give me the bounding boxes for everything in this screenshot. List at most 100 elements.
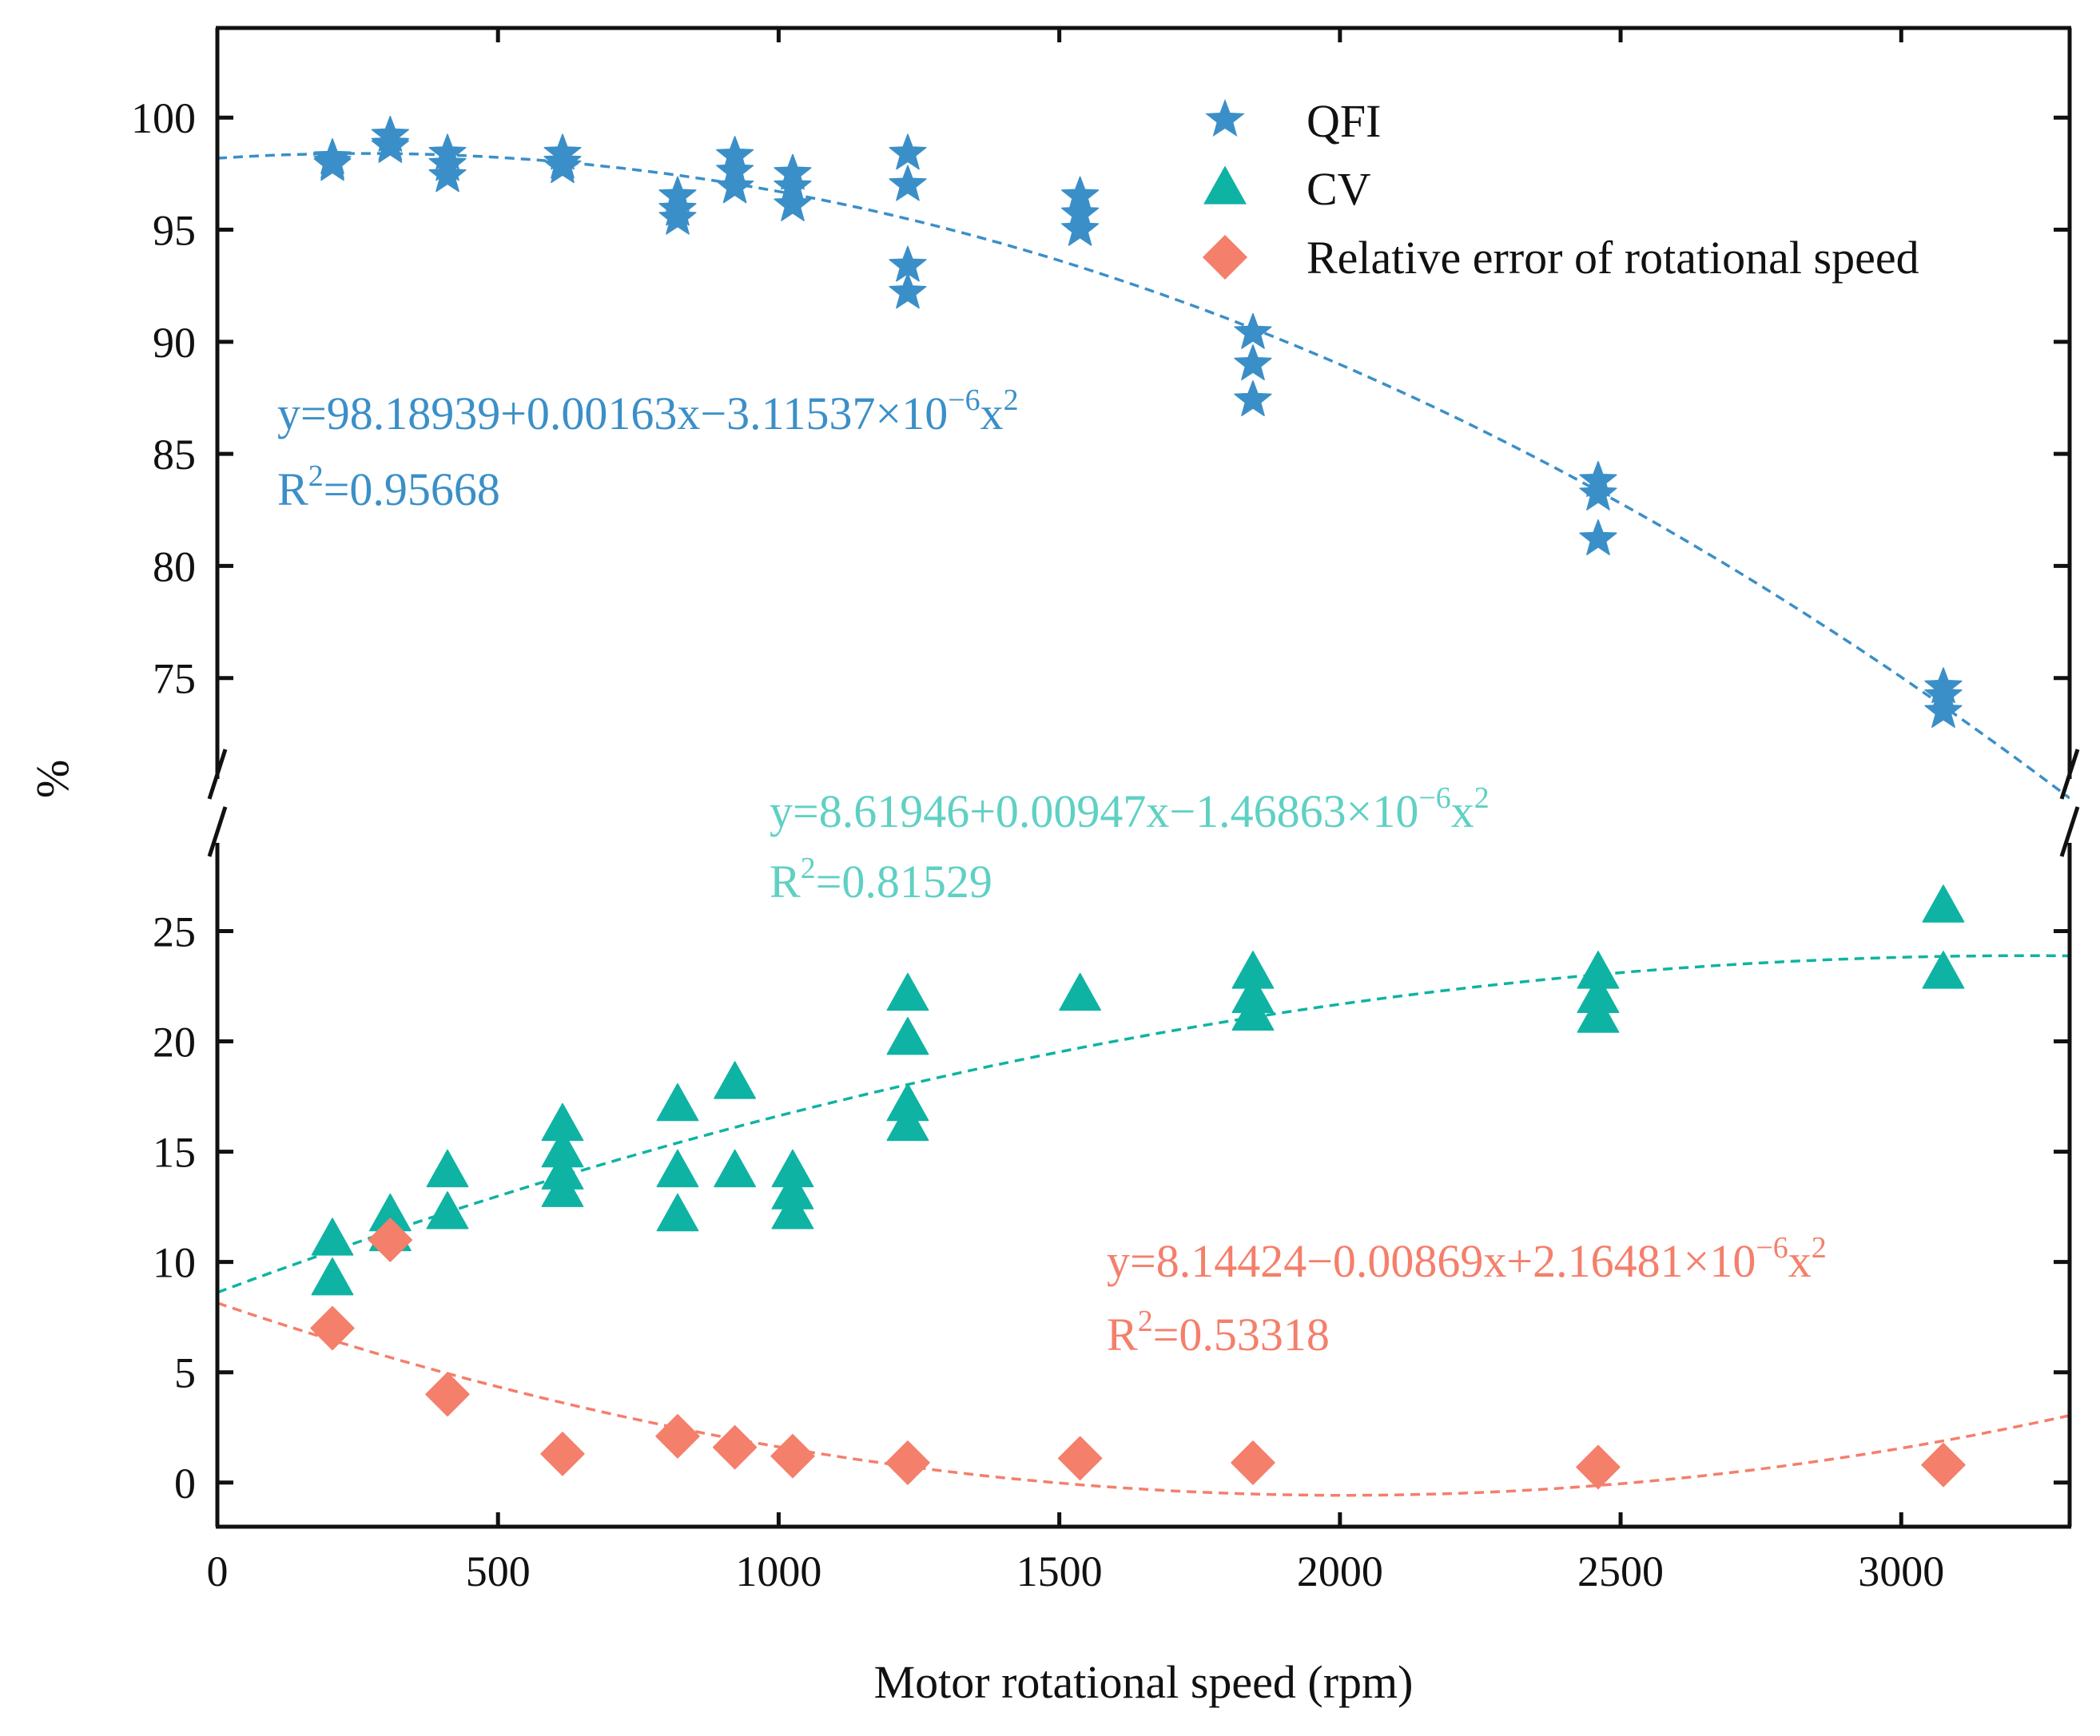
r-squared-relative-error: R2=0.53318 — [1107, 1305, 1330, 1361]
point-relative-error — [310, 1305, 355, 1351]
point-cv — [886, 1017, 929, 1055]
point-cv — [311, 1218, 354, 1256]
x-axis-label: Motor rotational speed (rpm) — [874, 1656, 1414, 1708]
fit-curves — [217, 152, 2070, 1497]
y-tick-label: 100 — [131, 94, 196, 142]
axis-break-left-1 — [207, 749, 228, 800]
point-cv — [1059, 972, 1102, 1011]
point-cv — [1922, 951, 1965, 989]
axis-ticks: 0 500 1000 1500 2000 2500 30007580859095100051… — [131, 28, 2070, 1595]
y-tick-label: 80 — [153, 542, 196, 590]
x-tick-label: 500 — [466, 1547, 531, 1595]
y-tick-label: 90 — [153, 319, 196, 367]
y-tick-label: 10 — [153, 1239, 196, 1287]
point-qfi — [1924, 692, 1963, 728]
equation-cv: y=8.61946+0.00947x−1.46863×10−6x2 — [770, 781, 1489, 837]
point-qfi — [889, 165, 927, 201]
point-cv — [1577, 995, 1620, 1033]
point-qfi — [1061, 209, 1100, 246]
plot-frame — [215, 26, 2072, 1529]
point-qfi — [658, 198, 697, 235]
y-tick-label: 5 — [174, 1349, 196, 1397]
y-tick-label: 0 — [174, 1460, 196, 1508]
point-qfi — [313, 142, 352, 179]
y-tick-label: 15 — [153, 1129, 196, 1177]
point-relative-error — [1576, 1444, 1621, 1490]
point-cv — [1231, 992, 1275, 1031]
point-relative-error — [655, 1414, 700, 1459]
x-tick-label: 3000 — [1858, 1547, 1944, 1595]
data-markers — [310, 115, 1966, 1490]
legend-label-cv: CV — [1307, 163, 1371, 215]
point-cv — [426, 1191, 469, 1230]
point-cv — [656, 1083, 699, 1122]
fit-curve-qfi — [217, 152, 2070, 800]
x-tick-label: 2500 — [1577, 1547, 1664, 1595]
legend-marker-relative-error — [1202, 234, 1248, 280]
point-cv — [541, 1169, 584, 1207]
point-qfi — [1579, 474, 1617, 510]
point-qfi — [1234, 344, 1272, 381]
point-qfi — [716, 167, 754, 204]
x-tick-label: 2000 — [1297, 1547, 1383, 1595]
point-cv — [656, 1193, 699, 1232]
point-qfi — [774, 185, 812, 221]
fit-curve-relative-error — [217, 1301, 2070, 1497]
point-qfi — [889, 133, 927, 170]
legend-marker-qfi — [1205, 98, 1245, 137]
annotation-relative-error: y=8.14424−0.00869x+2.16481×10−6x2 R2=0.5… — [1107, 1231, 1827, 1361]
point-qfi — [1234, 380, 1272, 416]
y-tick-label: 95 — [153, 207, 196, 255]
axis-break-right-2 — [2059, 806, 2080, 857]
point-cv — [714, 1149, 757, 1188]
axis-break-marks — [207, 749, 2080, 857]
point-relative-error — [425, 1372, 470, 1417]
legend-markers — [1202, 98, 1248, 280]
point-cv — [426, 1149, 469, 1188]
y-tick-label: 25 — [153, 908, 196, 955]
legend-marker-cv — [1203, 165, 1247, 205]
point-cv — [886, 972, 929, 1011]
r-squared-qfi: R2=0.95668 — [277, 459, 500, 515]
point-relative-error — [712, 1424, 758, 1470]
legend: QFI CV Relative error of rotational spee… — [1202, 95, 1919, 284]
point-qfi — [889, 272, 927, 309]
y-axis-label: % — [26, 760, 78, 798]
point-cv — [311, 1257, 354, 1296]
x-tick-label: 0 — [207, 1547, 229, 1595]
point-relative-error — [885, 1440, 930, 1485]
x-tick-label: 1000 — [735, 1547, 821, 1595]
point-relative-error — [1231, 1440, 1275, 1485]
y-tick-label: 75 — [153, 655, 196, 703]
point-relative-error — [368, 1218, 413, 1262]
r-squared-cv: R2=0.81529 — [770, 852, 992, 908]
point-relative-error — [1921, 1442, 1966, 1488]
point-qfi — [1579, 519, 1617, 555]
point-relative-error — [1057, 1436, 1103, 1481]
point-qfi — [428, 156, 467, 193]
point-cv — [1922, 884, 1965, 923]
y-tick-label: 20 — [153, 1019, 196, 1067]
y-tick-label: 85 — [153, 431, 196, 479]
point-cv — [771, 1191, 814, 1230]
point-relative-error — [770, 1433, 815, 1479]
point-cv — [886, 1102, 929, 1142]
equation-qfi: y=98.18939+0.00163x−3.11537×10−6x2 — [277, 383, 1019, 439]
point-cv — [656, 1149, 699, 1188]
point-cv — [714, 1061, 757, 1099]
point-qfi — [543, 147, 582, 184]
annotation-qfi: y=98.18939+0.00163x−3.11537×10−6x2 R2=0.… — [277, 383, 1019, 515]
legend-label-qfi: QFI — [1307, 95, 1381, 147]
x-tick-label: 1500 — [1016, 1547, 1103, 1595]
fit-curve-cv — [217, 954, 2070, 1294]
equation-relative-error: y=8.14424−0.00869x+2.16481×10−6x2 — [1107, 1231, 1827, 1287]
point-relative-error — [540, 1432, 585, 1476]
annotation-cv: y=8.61946+0.00947x−1.46863×10−6x2 R2=0.8… — [770, 781, 1489, 908]
point-qfi — [1234, 312, 1272, 349]
axis-break-left-2 — [207, 806, 228, 857]
point-qfi — [371, 126, 409, 163]
axis-break-right-1 — [2059, 749, 2080, 800]
legend-label-relative-error: Relative error of rotational speed — [1307, 232, 1919, 284]
